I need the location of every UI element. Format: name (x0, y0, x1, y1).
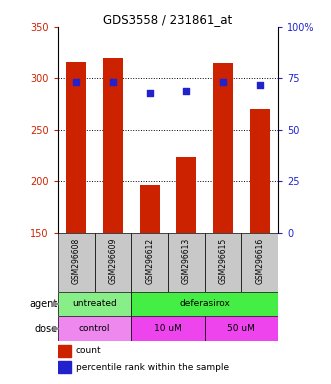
Bar (58, 291, 131, 316)
Bar (140, 185, 160, 233)
Text: GSM296616: GSM296616 (255, 238, 264, 284)
Bar (205, 316, 278, 341)
Text: GSM296615: GSM296615 (218, 238, 227, 284)
Point (220, 79, 226, 86)
Bar (168, 233, 205, 291)
Text: deferasirox: deferasirox (179, 300, 230, 308)
Text: count: count (75, 346, 101, 356)
Title: GDS3558 / 231861_at: GDS3558 / 231861_at (103, 13, 233, 26)
Text: GSM296613: GSM296613 (182, 238, 191, 284)
Bar (95, 233, 131, 291)
Text: 10 uM: 10 uM (154, 324, 182, 333)
Bar (66, 62, 86, 233)
Bar (131, 291, 278, 316)
Bar (241, 233, 278, 291)
Bar (250, 109, 270, 233)
Bar (58, 361, 71, 374)
Text: agent: agent (30, 299, 58, 309)
Bar (58, 316, 131, 341)
Text: 50 uM: 50 uM (227, 324, 255, 333)
Text: percentile rank within the sample: percentile rank within the sample (75, 363, 229, 372)
Bar (176, 157, 196, 233)
Bar (58, 233, 95, 291)
Text: GSM296612: GSM296612 (145, 238, 154, 284)
Bar (103, 58, 123, 233)
Point (110, 79, 116, 86)
Text: dose: dose (35, 324, 58, 334)
Bar (131, 316, 205, 341)
Point (147, 90, 152, 96)
Point (257, 81, 262, 88)
Text: untreated: untreated (72, 300, 117, 308)
Bar (131, 233, 168, 291)
Bar (213, 63, 233, 233)
Point (184, 88, 189, 94)
Bar (205, 233, 241, 291)
Text: GSM296608: GSM296608 (72, 238, 81, 284)
Bar (58, 344, 71, 357)
Text: control: control (79, 324, 110, 333)
Text: GSM296609: GSM296609 (109, 238, 118, 284)
Point (73, 79, 79, 86)
